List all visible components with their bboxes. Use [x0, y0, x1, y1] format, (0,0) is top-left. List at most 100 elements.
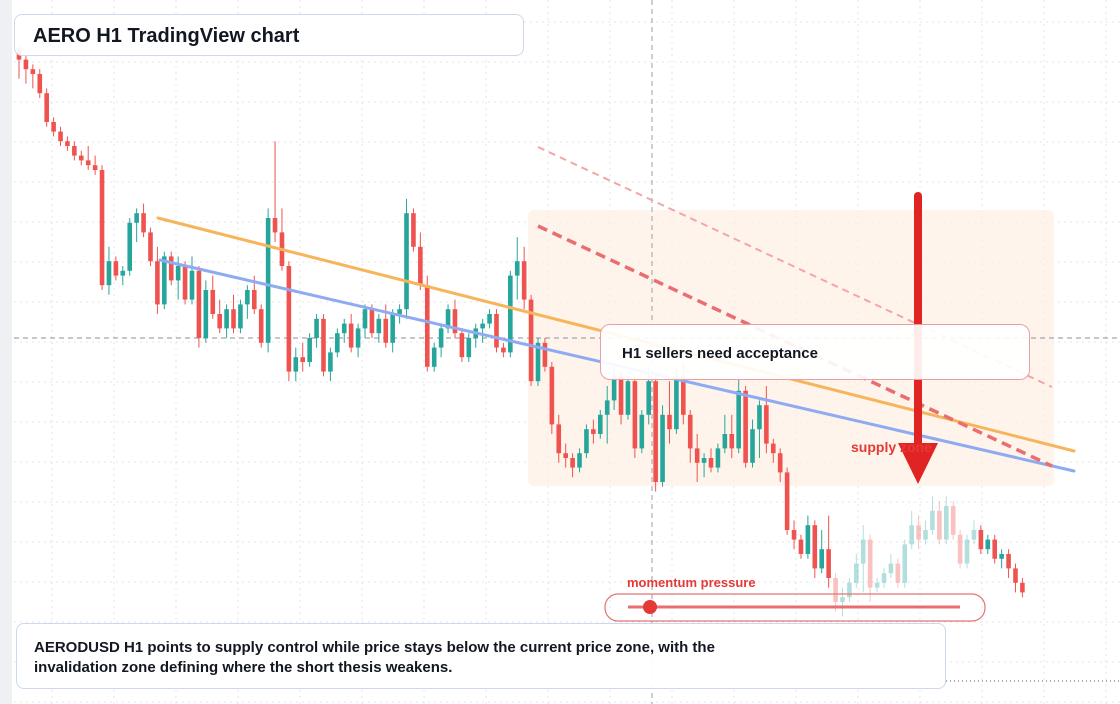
candle-body: [992, 539, 998, 559]
candle-body: [1013, 568, 1018, 583]
candle: [189, 256, 195, 305]
candle-body: [750, 429, 755, 463]
candle-body: [44, 93, 49, 122]
candle-body: [729, 434, 735, 449]
candle-body: [369, 309, 375, 334]
candle: [44, 88, 49, 127]
candle-body: [999, 554, 1004, 559]
candle: [203, 280, 209, 343]
candle-body: [667, 414, 672, 430]
candle-body: [812, 525, 818, 569]
candle: [514, 237, 520, 300]
momentum-knob[interactable]: [643, 600, 657, 614]
candle: [653, 376, 658, 492]
candle-body: [328, 352, 333, 372]
candle-body: [162, 256, 167, 305]
candle: [78, 150, 84, 166]
candle-body: [168, 256, 174, 281]
candle-body: [141, 213, 146, 233]
candle-body: [155, 261, 160, 305]
left-edge-strip: [0, 0, 12, 704]
candle-body: [175, 266, 181, 281]
candle: [937, 501, 942, 545]
candle: [231, 294, 236, 334]
candle-body: [182, 266, 188, 300]
candle: [404, 198, 409, 319]
candle: [51, 117, 56, 137]
candle: [473, 323, 479, 348]
candle: [881, 568, 887, 588]
candle: [300, 342, 306, 372]
candle-body: [549, 366, 555, 425]
candle-body: [577, 453, 582, 468]
candle-body: [85, 160, 91, 166]
candle: [258, 304, 264, 348]
candle: [37, 69, 43, 98]
candle: [508, 270, 513, 358]
candle: [217, 299, 222, 334]
candle-body: [653, 381, 658, 482]
candle-body: [916, 525, 921, 540]
candle: [30, 64, 36, 89]
candle-body: [23, 59, 29, 70]
candle-body: [286, 266, 292, 372]
candle: [72, 141, 77, 161]
candle-body: [501, 347, 506, 353]
candle-body: [888, 563, 894, 574]
candle: [424, 275, 430, 372]
candle: [791, 520, 797, 550]
candle: [314, 314, 319, 348]
candle-body: [189, 270, 195, 300]
candle: [459, 328, 465, 362]
candle-body: [708, 458, 714, 468]
candle: [362, 304, 368, 338]
candle: [85, 146, 91, 170]
candle: [854, 554, 859, 588]
candle: [376, 314, 382, 343]
candle-body: [51, 122, 56, 132]
candle-body: [798, 539, 804, 554]
candle: [348, 314, 354, 353]
chart-title-box: AERO H1 TradingView chart: [14, 14, 524, 56]
candle-body: [1020, 582, 1025, 593]
candle-body: [805, 525, 811, 554]
candle: [687, 410, 693, 463]
candle: [971, 520, 977, 545]
candle: [770, 438, 776, 463]
candle-body: [535, 342, 541, 382]
candle: [992, 534, 998, 564]
candle-body: [618, 376, 624, 415]
candle: [355, 323, 361, 358]
candle: [632, 376, 638, 458]
candle-body: [736, 390, 741, 449]
candle-body: [355, 328, 361, 348]
candle-body: [584, 429, 589, 454]
candle: [120, 266, 126, 286]
candle: [113, 256, 119, 281]
candle-body: [715, 448, 721, 468]
candle: [999, 549, 1004, 569]
candle-body: [251, 290, 257, 310]
candle-body: [521, 261, 527, 300]
candle: [466, 333, 472, 362]
candle: [542, 338, 548, 372]
candle: [210, 275, 216, 319]
candle-body: [397, 309, 402, 314]
projection-line-strong[interactable]: [537, 224, 1053, 468]
candle-body: [957, 534, 963, 564]
candle-body: [445, 309, 451, 329]
candle-body: [1006, 554, 1011, 569]
momentum-pill[interactable]: [604, 593, 986, 622]
candle-body: [459, 333, 465, 358]
candle-body: [120, 270, 126, 276]
candle: [501, 342, 506, 358]
candle: [833, 573, 838, 612]
candle-body: [300, 357, 306, 362]
candle-body: [777, 453, 783, 473]
candle-body: [348, 323, 354, 348]
candle: [943, 496, 949, 545]
momentum-label: momentum pressure: [627, 575, 756, 590]
candle-body: [335, 333, 340, 353]
candle: [286, 261, 292, 382]
candle: [570, 453, 575, 478]
